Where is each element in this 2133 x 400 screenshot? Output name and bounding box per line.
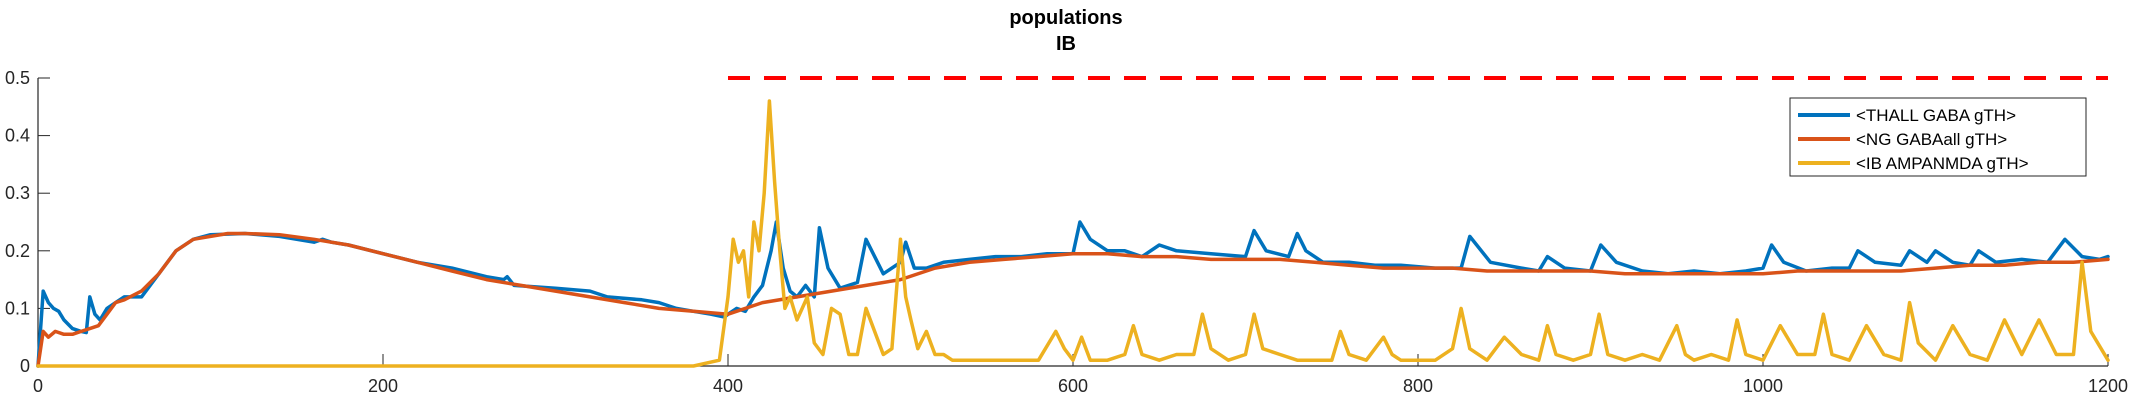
- series-line-ib-ampanmda: [36, 99, 2110, 368]
- y-axis: 0 0.1 0.2 0.3 0.4 0.5: [5, 68, 50, 376]
- legend-label-ng: <NG GABAall gTH>: [1856, 130, 2007, 149]
- x-axis: 0 200 400 600 800 1000 1200: [33, 354, 2128, 396]
- x-tick-label: 1200: [2088, 376, 2128, 396]
- x-tick-label: 600: [1058, 376, 1088, 396]
- legend-label-thall: <THALL GABA gTH>: [1856, 106, 2016, 125]
- chart-title-line-2: IB: [1056, 33, 1076, 55]
- x-tick-label: 1000: [1743, 376, 1783, 396]
- chart-title-line-1: populations: [1009, 7, 1122, 29]
- x-tick-label: 0: [33, 376, 43, 396]
- y-tick-label: 0.2: [5, 241, 30, 261]
- series-line-ng-gabaall: [36, 231, 2110, 368]
- y-tick-label: 0.3: [5, 183, 30, 203]
- x-tick-label: 200: [368, 376, 398, 396]
- legend[interactable]: <THALL GABA gTH> <NG GABAall gTH> <IB AM…: [1789, 97, 2087, 177]
- y-tick-label: 0: [20, 356, 30, 376]
- y-tick-label: 0.5: [5, 68, 30, 88]
- legend-label-ib: <IB AMPANMDA gTH>: [1856, 154, 2029, 173]
- y-tick-label: 0.4: [5, 126, 30, 146]
- x-tick-label: 400: [713, 376, 743, 396]
- y-tick-label: 0.1: [5, 298, 30, 318]
- series-lines: [36, 99, 2110, 368]
- x-tick-label: 800: [1403, 376, 1433, 396]
